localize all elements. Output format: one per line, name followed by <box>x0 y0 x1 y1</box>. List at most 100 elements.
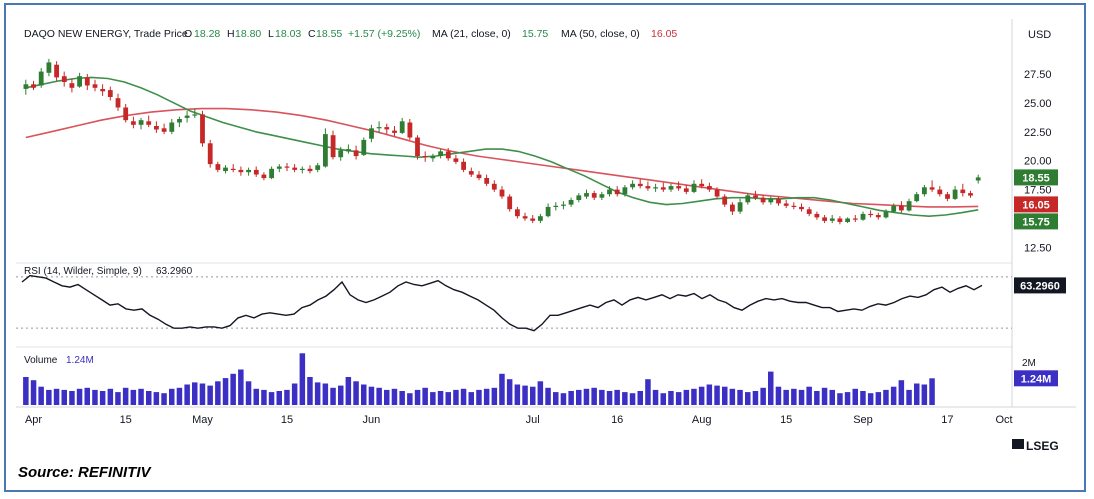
candle <box>883 209 889 219</box>
time-tick-label: 15 <box>780 414 792 426</box>
candle-body <box>952 189 958 199</box>
candle <box>515 206 520 219</box>
candle <box>77 72 82 88</box>
ohlc-l-value: 18.03 <box>275 28 301 40</box>
candle <box>392 126 397 137</box>
volume-bar <box>660 393 666 405</box>
candle <box>937 186 943 197</box>
candle-body <box>445 151 451 159</box>
price-tick-label: 17.50 <box>1024 185 1052 197</box>
candle <box>131 116 136 129</box>
volume-bar <box>245 381 252 405</box>
ohlc-h-key: H <box>227 28 235 40</box>
candle <box>107 86 113 101</box>
candle <box>422 151 428 162</box>
candle <box>591 190 597 200</box>
volume-bar <box>637 391 643 405</box>
volume-bar <box>146 391 152 405</box>
time-tick-label: Jul <box>526 414 540 426</box>
candle <box>23 79 29 95</box>
volume-bar <box>530 386 536 405</box>
volume-bar <box>376 387 382 405</box>
last-price-tag: 18.55 <box>1014 169 1058 186</box>
candle-body <box>645 186 651 189</box>
candle <box>384 123 390 135</box>
candle <box>123 104 129 123</box>
candle <box>722 194 728 207</box>
volume-bar <box>499 373 505 405</box>
volume-bar <box>553 392 559 405</box>
candle-body <box>945 194 950 199</box>
price-tick-label: 25.00 <box>1024 98 1052 110</box>
candle-body <box>169 122 175 132</box>
candle-body <box>668 186 674 190</box>
volume-bar <box>560 393 567 405</box>
volume-bar <box>506 379 513 405</box>
rsi-tag-text: 63.2960 <box>1020 280 1060 292</box>
candle-body <box>783 203 789 206</box>
volume-bar <box>591 387 597 405</box>
volume-bar <box>268 392 275 405</box>
candle <box>146 115 152 128</box>
candle-body <box>760 197 766 203</box>
candle <box>852 215 858 222</box>
candle-body <box>315 165 321 170</box>
candle <box>491 180 497 192</box>
candle <box>323 128 328 168</box>
ma50-price-tag-text: 16.05 <box>1022 199 1050 211</box>
candle-body <box>822 217 827 221</box>
volume-bar <box>307 377 313 405</box>
candle <box>783 200 789 209</box>
candle-body <box>200 114 205 144</box>
volume-bar <box>199 383 206 405</box>
candle-body <box>138 120 144 125</box>
candle <box>607 186 612 197</box>
volume-bar <box>775 386 782 405</box>
volume-bar <box>345 377 352 405</box>
candle <box>737 198 743 214</box>
logo-text: LSEG <box>1026 439 1059 453</box>
volume-bar <box>276 391 282 405</box>
candle <box>169 119 175 135</box>
ma21-price-tag-bg <box>1014 213 1058 230</box>
candle <box>499 186 505 199</box>
candle <box>899 201 904 213</box>
candle <box>223 165 228 174</box>
volume-tag-text: 1.24M <box>1021 373 1052 385</box>
candle <box>453 154 459 165</box>
candle-body <box>860 213 866 220</box>
volume-bar <box>115 392 121 405</box>
candle-body <box>960 189 966 194</box>
candle-body <box>922 187 927 195</box>
volume-bar <box>207 385 213 405</box>
candle <box>522 212 528 221</box>
candle-body <box>968 193 973 196</box>
candle-body <box>223 167 228 172</box>
candle-body <box>338 150 344 158</box>
time-tick-label: Aug <box>692 414 712 426</box>
candle <box>476 171 482 181</box>
change-value: +1.57 (+9.25%) <box>348 28 420 40</box>
volume-bar <box>568 391 574 405</box>
volume-bar <box>253 388 259 405</box>
candle <box>69 78 75 93</box>
candle <box>699 179 705 189</box>
rsi-tag-bg <box>1014 277 1066 294</box>
time-tick-label: Sep <box>853 414 873 426</box>
ohlc-h-value: 18.80 <box>235 28 261 40</box>
candle <box>192 108 198 118</box>
candle-body <box>61 76 67 82</box>
candle <box>415 135 420 160</box>
candle-body <box>768 198 774 203</box>
candle-body <box>69 83 75 88</box>
candle <box>376 121 382 133</box>
volume-bar <box>737 389 743 405</box>
volume-bar <box>706 384 713 405</box>
candle-body <box>891 205 897 212</box>
candle <box>92 79 98 92</box>
time-tick-label: Jun <box>363 414 381 426</box>
candle <box>468 167 474 177</box>
candle <box>292 164 298 173</box>
candle-body <box>906 201 912 211</box>
volume-bar <box>576 389 582 405</box>
